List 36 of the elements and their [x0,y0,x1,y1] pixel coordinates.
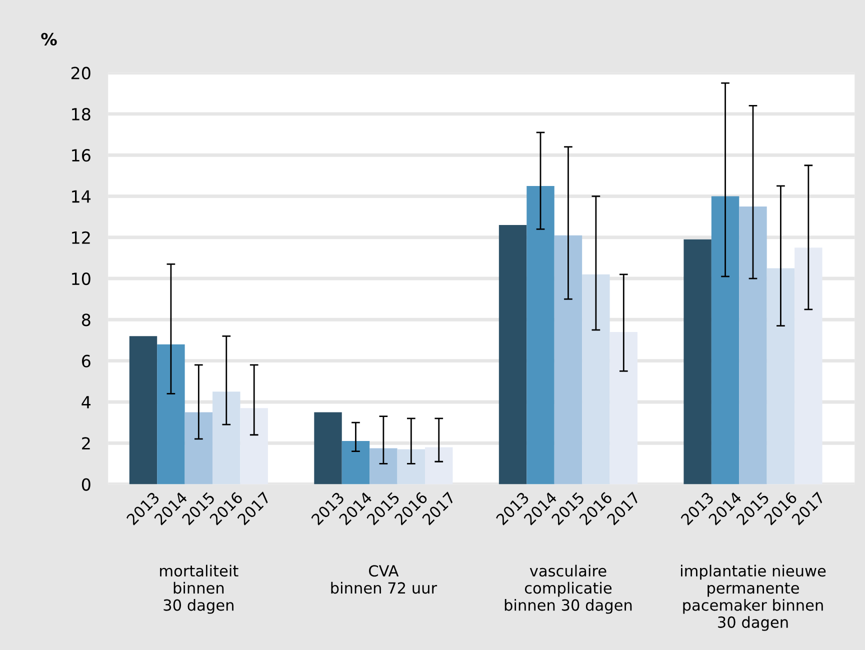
bar [184,412,213,484]
y-tick-label: 6 [82,354,90,368]
bar [314,412,342,484]
bar [794,248,822,484]
bar [711,196,740,484]
y-tick-label: 8 [82,314,90,326]
bar [554,235,582,484]
bar [240,408,268,484]
y-tick-label: 12 [72,231,90,244]
y-tick-label: 4 [82,396,91,408]
bar [342,441,370,484]
bar [582,274,610,484]
bar [157,344,185,484]
bar [425,447,453,484]
bar [526,186,554,484]
bar [684,239,712,484]
y-axis-title: % [41,32,57,46]
bar [397,449,426,484]
y-tick-label: 10 [72,272,90,286]
y-tick-label: 0 [82,478,90,491]
bar [370,448,398,484]
bar [212,392,240,484]
x-tick-label: implantatie nieuwe permanente pacemaker binnen 30 dagen [681,564,826,631]
y-tick-label: 18 [72,108,90,121]
y-tick-label: 2 [82,437,90,450]
y-tick-label: 16 [72,149,90,162]
bar [129,336,158,484]
bar [739,206,767,484]
bar [766,268,795,484]
y-tick-label: 20 [71,66,90,80]
x-tick-label: vasculaire complicatie binnen 30 dagen [504,564,632,614]
y-tick-label: 14 [72,190,91,203]
bar [498,225,527,484]
x-tick-label: CVA binnen 72 uur [331,565,438,594]
bar [610,332,638,484]
x-tick-label: mortaliteit binnen 30 dagen [160,564,238,614]
